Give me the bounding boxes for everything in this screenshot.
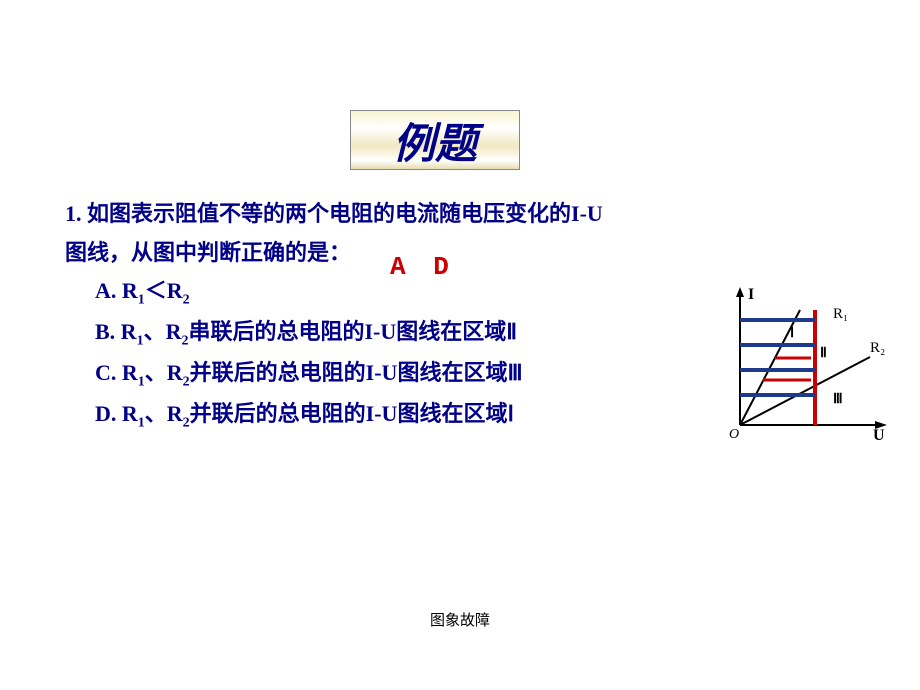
question-line-1: 1. 如图表示阻值不等的两个电阻的电流随电压变化的I-U xyxy=(65,195,705,234)
question-line-2: 图线，从图中判断正确的是： xyxy=(65,234,705,273)
opt-c-sub1: 1 xyxy=(138,374,145,389)
opt-b-sub1: 1 xyxy=(137,333,144,348)
opt-a-mid: ＜R xyxy=(145,278,183,303)
opt-d-sub2: 2 xyxy=(183,415,190,430)
chart-svg: I U O R₁ R₂ Ⅰ Ⅱ Ⅲ xyxy=(715,285,890,440)
opt-d-suffix: 并联后的总电阻的I-U图线在区域Ⅰ xyxy=(190,401,514,426)
option-b: B. R1、R2串联后的总电阻的I-U图线在区域Ⅱ xyxy=(65,313,705,354)
opt-b-suffix: 串联后的总电阻的I-U图线在区域Ⅱ xyxy=(188,319,517,344)
line-r2 xyxy=(740,357,870,425)
opt-a-prefix: A. R xyxy=(95,278,138,303)
answer-text: A D xyxy=(390,252,455,282)
opt-d-mid: 、R xyxy=(145,401,183,426)
opt-b-prefix: B. R xyxy=(95,319,137,344)
question-block: 1. 如图表示阻值不等的两个电阻的电流随电压变化的I-U 图线，从图中判断正确的… xyxy=(65,195,705,436)
y-label: I xyxy=(748,286,754,303)
region-2: Ⅱ xyxy=(820,346,827,361)
opt-c-mid: 、R xyxy=(145,360,183,385)
option-c: C. R1、R2并联后的总电阻的I-U图线在区域Ⅲ xyxy=(65,354,705,395)
opt-a-sub1: 1 xyxy=(138,292,145,307)
footer-text: 图象故障 xyxy=(0,609,920,630)
title-box: 例题 xyxy=(350,110,520,170)
option-a: A. R1＜R2 xyxy=(65,272,705,313)
y-axis-arrow xyxy=(736,287,744,297)
page-title: 例题 xyxy=(393,110,477,171)
opt-d-sub1: 1 xyxy=(138,415,145,430)
origin-label: O xyxy=(729,427,739,440)
opt-c-suffix: 并联后的总电阻的I-U图线在区域Ⅲ xyxy=(190,360,523,385)
iu-chart: I U O R₁ R₂ Ⅰ Ⅱ Ⅲ xyxy=(715,285,890,440)
opt-a-sub2: 2 xyxy=(183,292,190,307)
r2-label: R₂ xyxy=(870,340,885,356)
option-d: D. R1、R2并联后的总电阻的I-U图线在区域Ⅰ xyxy=(65,395,705,436)
region-3: Ⅲ xyxy=(833,392,843,407)
opt-c-prefix: C. R xyxy=(95,360,138,385)
opt-b-mid: 、R xyxy=(144,319,182,344)
opt-c-sub2: 2 xyxy=(183,374,190,389)
region-1: Ⅰ xyxy=(790,326,794,341)
x-label: U xyxy=(873,427,885,440)
opt-d-prefix: D. R xyxy=(95,401,138,426)
r1-label: R₁ xyxy=(833,306,848,322)
